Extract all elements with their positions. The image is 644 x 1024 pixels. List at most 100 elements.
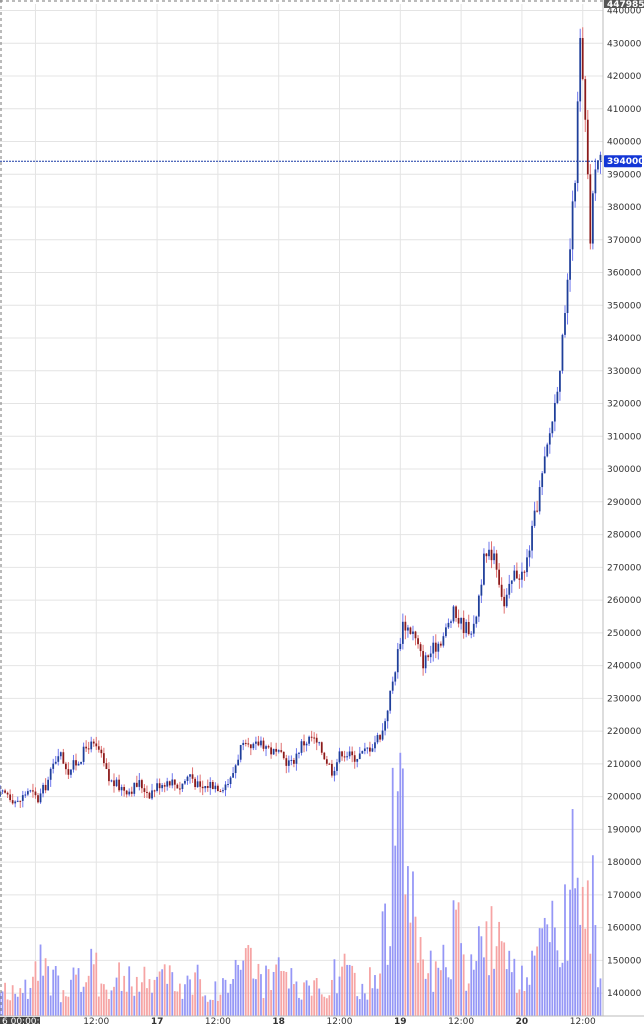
candle-body [29,790,32,792]
volume-bar [465,990,468,1016]
volume-bar [222,978,224,1016]
volume-bar [576,877,579,1016]
candle-body [414,631,417,639]
volume-bar [280,971,283,1016]
candle-body [586,119,589,175]
y-axis: 140000 150000 160000 170000 180000 190000 2000… [607,7,642,1000]
candle-body [521,571,523,580]
candle-body [353,755,356,762]
candle-body [384,721,386,731]
volume-bar [214,981,217,1016]
candle-body [488,549,490,557]
candle-body [401,621,404,644]
candle-body [422,651,425,669]
y-tick-label: 360000 [607,269,642,279]
volume-bar [257,963,260,1016]
volume-bar [64,996,67,1016]
volume-bar [171,972,174,1016]
candle-body [206,786,209,788]
volume-bar [143,966,146,1016]
candle-body [130,791,133,794]
volume-bar [376,988,379,1016]
volume-bar [265,965,267,1016]
volume-bar [39,944,42,1016]
volume-bar [559,967,561,1016]
volume-bar [32,976,34,1016]
volume-bar [140,982,143,1016]
volume-bar [477,926,480,1016]
y-tick-label: 170000 [607,891,642,901]
volume-bar [44,958,47,1016]
candle-body [24,794,27,796]
volume-bar [379,973,381,1016]
candle-body [32,790,34,792]
candle-body [196,781,199,788]
volume-bar [346,964,348,1016]
candle-body [305,743,308,746]
candle-body [513,570,516,581]
volume-bar [42,975,44,1016]
candle-body [445,627,447,637]
volume-bar [409,922,412,1016]
candle-body [138,780,141,787]
candle-body [358,753,361,759]
volume-bar [285,971,288,1016]
candle-body [232,773,234,778]
candle-body [72,760,75,770]
volume-bar [556,950,559,1016]
candle-body [158,783,161,789]
candle-body [315,737,318,743]
volume-bar [381,911,384,1016]
candle-body [201,786,204,789]
candle-body [462,617,465,634]
candle-body [222,790,224,792]
candle-body [44,784,47,791]
candle-body [442,636,445,646]
candle-body [295,753,298,764]
volume-bar [34,961,37,1016]
volume-bar [24,979,27,1016]
candle-body [54,761,57,764]
volume-bar [391,767,394,1016]
volume-bar [363,993,366,1016]
volume-bar [6,999,9,1016]
x-axis: 6 00:00:00 12:00 17 12:00 18 12:00 19 12:00 20 12… [0,1017,596,1024]
candle-body [308,736,310,744]
candle-body [252,743,255,749]
volume-bar [295,981,298,1016]
candle-body [105,763,108,770]
candle-body [262,740,265,749]
candle-body [348,751,351,757]
candle-body [171,779,174,786]
candle-body [255,741,257,744]
candle-body [92,741,95,744]
volume-bar [318,988,321,1016]
volume-bar [70,979,72,1016]
candle-body [11,800,14,804]
candle-body [581,38,584,80]
volume-bar [543,917,546,1016]
candle-body [338,751,341,763]
volume-bar [113,986,115,1016]
candle-body [543,456,546,474]
volume-bar [102,984,105,1016]
y-tick-label: 240000 [607,662,642,672]
volume-bar [186,975,189,1016]
candle-body [564,313,566,335]
volume-bar [508,950,511,1016]
y-tick-label: 260000 [607,596,642,606]
candle-body [214,785,217,790]
volume-bar [194,972,196,1016]
y-tick-label: 330000 [607,367,642,377]
candle-body [391,681,394,691]
candle-body [85,746,88,749]
candle-body [455,606,457,618]
volume-bar [305,980,308,1016]
volume-bar [561,962,564,1016]
candle-body [333,770,336,776]
volume-bar [358,999,361,1016]
volume-bar [298,997,300,1016]
volume-bar [480,936,483,1016]
candle-body [495,553,498,570]
